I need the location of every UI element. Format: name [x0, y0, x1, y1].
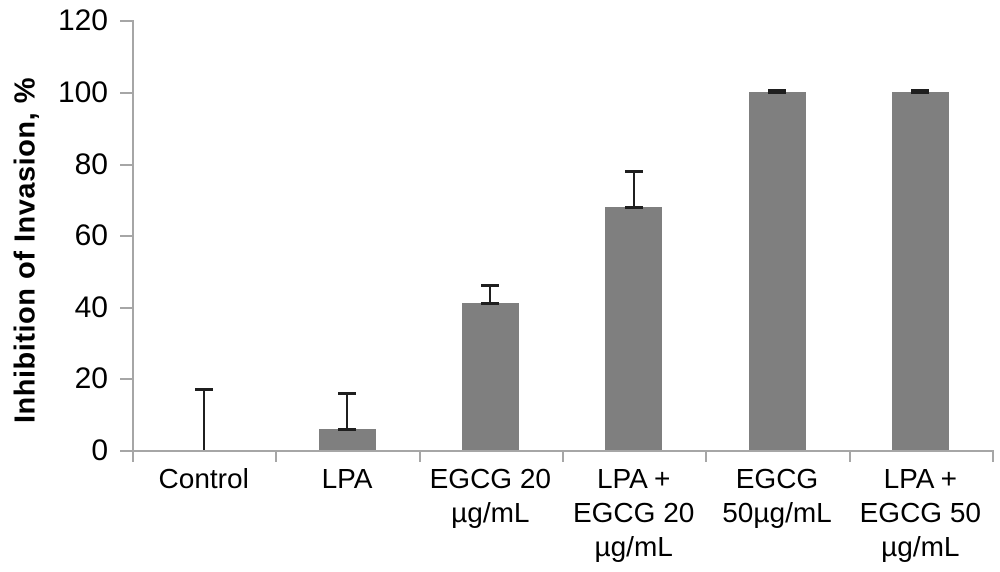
error-bar-cap-bottom: [624, 205, 643, 209]
x-category-label-line: EGCG 20: [572, 497, 695, 528]
y-tick-mark: [120, 450, 132, 452]
error-bar-cap-bottom: [481, 302, 500, 306]
x-category-label-line: LPA +: [883, 463, 958, 494]
y-tick-label: 120: [57, 4, 108, 38]
x-tick-mark: [705, 450, 708, 462]
error-bar-cap-bottom: [338, 427, 356, 431]
bar: [318, 428, 376, 450]
error-bar-cap-top: [338, 391, 356, 395]
x-category-label: LPA + EGCG 20 µg/mL: [562, 462, 705, 564]
error-bar: [346, 392, 348, 429]
error-bar-cap-top: [911, 89, 930, 93]
y-tick-label: 100: [57, 76, 108, 109]
y-tick-mark: [120, 92, 132, 94]
x-category-label: EGCG 20 µg/mL: [419, 462, 562, 530]
x-category-label-line: µg/mL: [881, 531, 960, 562]
error-bar-cap-bottom: [768, 91, 786, 94]
x-category-label-line: LPA: [321, 463, 373, 494]
y-tick-label: 60: [74, 219, 108, 253]
x-tick-mark: [132, 450, 134, 462]
y-tick-mark: [120, 378, 132, 381]
x-tick-mark: [275, 450, 278, 462]
x-tick-mark: [992, 450, 994, 462]
error-bar-cap-top: [768, 89, 786, 93]
bar: [461, 303, 519, 450]
x-category-label-line: EGCG: [735, 463, 819, 494]
x-category-label-line: EGCG 50: [859, 497, 982, 528]
error-bar-cap-bottom: [911, 91, 930, 94]
x-category-label: LPA: [275, 462, 418, 496]
x-category-label-line: µg/mL: [451, 497, 530, 528]
x-tick-mark: [562, 450, 564, 462]
y-axis-line: [132, 20, 134, 452]
x-category-label-line: EGCG 20: [429, 463, 552, 494]
error-bar: [202, 389, 205, 450]
y-tick-label: 0: [91, 434, 108, 467]
error-bar-cap-top: [481, 284, 500, 288]
x-category-label-line: Control: [158, 463, 249, 494]
y-tick-label: 40: [74, 290, 108, 324]
y-tick-mark: [120, 235, 132, 238]
y-tick-mark: [120, 306, 132, 309]
x-category-label: EGCG 50µg/mL: [705, 462, 848, 530]
error-bar-cap-top: [624, 169, 643, 173]
x-category-label-line: µg/mL: [594, 531, 673, 562]
bar: [891, 92, 949, 450]
error-bar: [632, 170, 635, 207]
bar: [605, 206, 663, 450]
y-tick-label: 80: [74, 147, 108, 181]
x-tick-mark: [848, 450, 851, 462]
x-category-label-line: LPA +: [596, 463, 671, 494]
y-tick-mark: [120, 163, 132, 166]
x-category-label: Control: [132, 462, 275, 496]
x-category-label: LPA + EGCG 50 µg/mL: [849, 462, 992, 564]
bar: [748, 92, 806, 450]
error-bar: [489, 285, 492, 304]
y-tick-mark: [120, 20, 132, 23]
x-tick-mark: [418, 450, 421, 462]
error-bar-cap-top: [194, 388, 213, 392]
x-category-label-line: 50µg/mL: [722, 497, 832, 528]
y-tick-label: 20: [74, 362, 108, 396]
